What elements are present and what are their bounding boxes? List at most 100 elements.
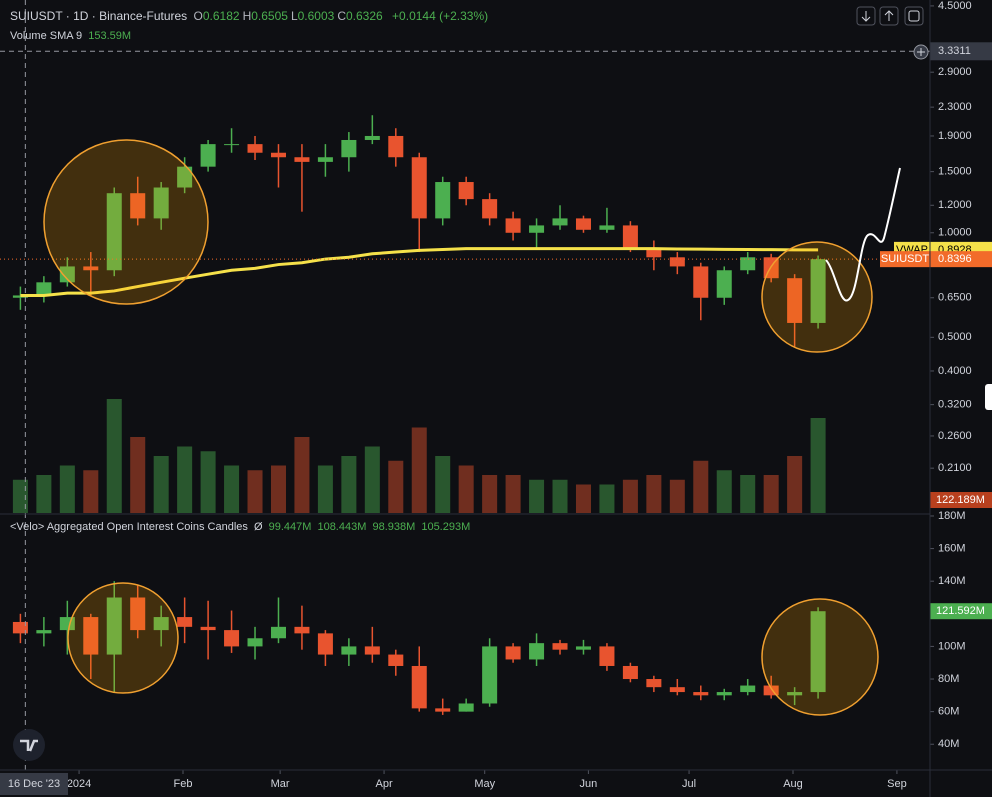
volume-legend: Volume SMA 9 153.59M [10,30,134,42]
candle-body [575,646,591,650]
volume-value: 153.59M [88,30,132,42]
candle-body [200,626,216,631]
volume-bar [83,470,99,513]
volume-bar [106,399,122,513]
volume-bar [388,460,404,513]
volume-bar [763,475,779,513]
candle-body [224,630,240,647]
volume-bar [599,484,615,513]
toolbar-button[interactable] [856,6,876,26]
volume-bar [130,437,146,513]
volume-bar [810,418,826,513]
candle-body [482,199,498,219]
oi-legend: <Velo> Aggregated Open Interest Coins Ca… [10,521,473,533]
candle-body [575,218,591,230]
volume-bar [575,484,591,513]
y-tick-label: 2.3000 [938,101,972,113]
candle-body [505,218,521,233]
crosshair-y-label: 3.3311 [938,45,971,57]
side-tab[interactable] [985,384,992,410]
candle-body [552,218,568,226]
candle-body [83,266,99,271]
volume-last-label: 122.189M [936,494,985,506]
projection-drawing [825,167,901,302]
candle-body [669,687,685,693]
y-tick-label: 1.0000 [938,227,972,239]
candle-body [130,597,146,631]
candle-body [388,135,404,158]
volume-bar [482,475,498,513]
last-value-box [930,251,992,268]
toolbar-button[interactable] [904,6,924,26]
x-tick-label: Jun [580,778,598,790]
candle-body [200,144,216,167]
y-tick-label: 180M [938,510,966,522]
candle-body [177,166,193,188]
logo-mark [20,739,38,752]
volume-bar [153,456,169,513]
symbol: SUIUSDT · 1D · Binance-Futures [10,9,188,23]
candle-body [669,257,685,267]
volume-bar [693,460,709,513]
y-tick-label: 2.9000 [938,66,972,78]
candle-body [646,248,662,258]
oi-label-box [930,603,992,620]
volume-bar [59,465,75,513]
candle-body [435,182,451,219]
ohlc-key: C [337,9,346,23]
volume-bar [364,446,380,513]
candle-body [435,708,451,712]
volume-label-box [930,492,992,508]
candle-body [599,646,615,666]
y-tick-label: 0.4000 [938,365,972,377]
volume-bar [317,465,333,513]
oi-title: <Velo> Aggregated Open Interest Coins Ca… [10,521,248,533]
toolbar-button[interactable] [879,6,899,26]
volume-bar [224,465,240,513]
candle-body [36,630,52,634]
candle-body [716,270,732,298]
volume-bar [552,479,568,513]
volume-bar [435,456,451,513]
candle-body [153,617,169,631]
y-tick-label: 1.2000 [938,199,972,211]
volume-bar [622,479,638,513]
y-tick-label: 0.5000 [938,331,972,343]
candle-body [458,182,474,200]
candle-body [59,266,75,283]
candle-body [693,692,709,696]
candle-body [247,144,263,153]
candle-body [12,621,28,634]
candle-body [317,633,333,655]
oi-value: 108.443M [317,521,367,533]
volume-bar [12,479,28,513]
candle-body [529,225,545,233]
candle-body [740,685,756,693]
icon [917,48,925,56]
ohlc-value: 0.6505 [251,9,288,23]
volume-bar [294,437,310,513]
volume-label: Volume SMA 9 [10,30,83,42]
volume-bar [740,475,756,513]
y-tick-label: 60M [938,706,959,718]
candle-body [153,187,169,219]
candle-body [364,135,380,140]
candle-body [693,266,709,298]
annotation-circle [67,582,179,694]
volume-bar [270,465,286,513]
candle-body [716,692,732,696]
candle-body [411,157,427,219]
candle-body [294,626,310,634]
candle-body [763,685,779,696]
vwap-line [20,247,819,297]
last-name-box [880,251,930,268]
candle-body [106,597,122,655]
candle-body [177,617,193,627]
volume-bar [646,475,662,513]
y-tick-label: 0.3200 [938,399,972,411]
ohlc-value: 0.6003 [297,9,335,23]
candle-body [411,665,427,709]
last-name: SUIUSDT [881,253,930,265]
candle-body [317,157,333,162]
